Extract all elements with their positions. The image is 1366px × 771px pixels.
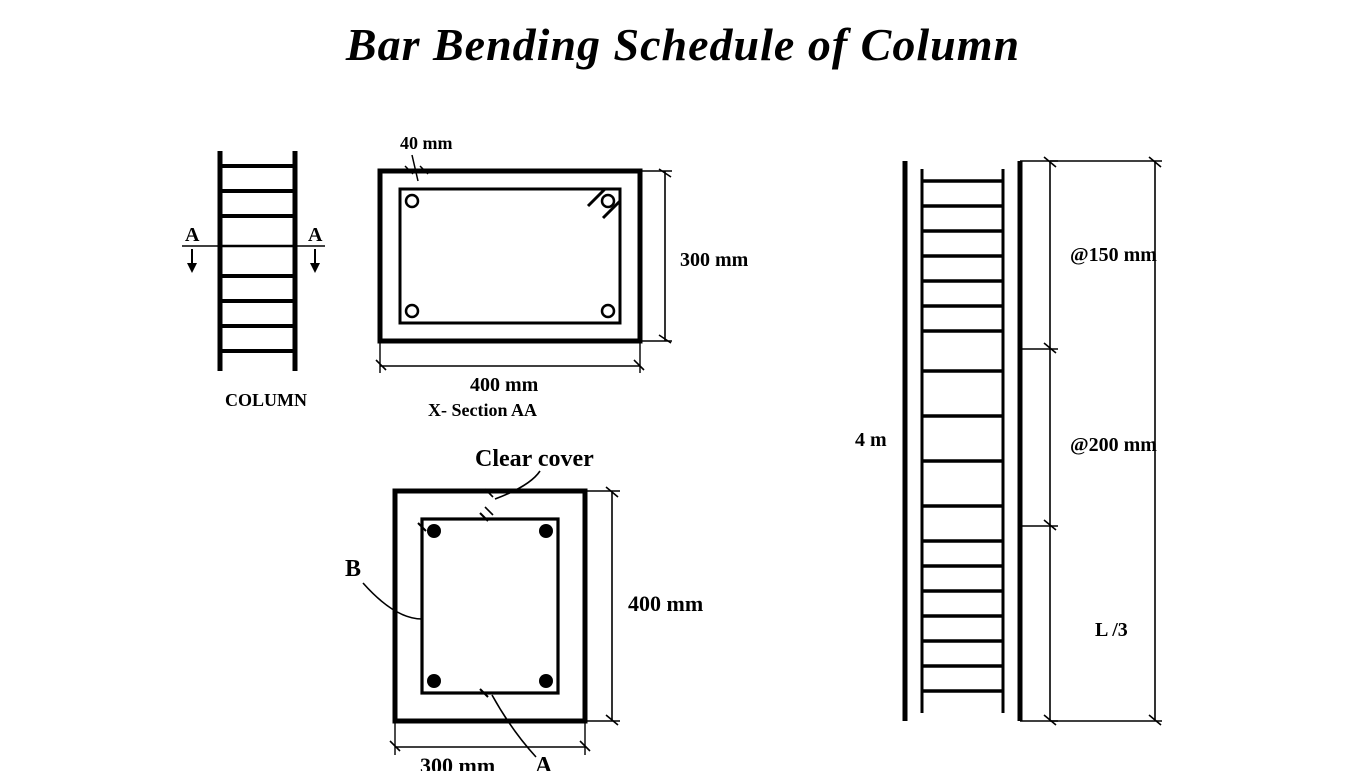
x-section-aa: 40 mm 300 mm 400 mm X- Section AA bbox=[376, 133, 749, 420]
stirrups-zone-top bbox=[922, 181, 1003, 331]
section-marker-a-left: A bbox=[185, 224, 200, 246]
dim-300mm-b: 300 mm bbox=[420, 753, 495, 771]
section-marker-a-right: A bbox=[308, 224, 323, 246]
letter-b: B bbox=[345, 556, 361, 582]
x-section-label: X- Section AA bbox=[428, 400, 537, 420]
column-elevation: @150 mm @200 mm L /3 4 m bbox=[855, 157, 1162, 725]
diagram-canvas: A A COLUMN 40 mm 300 mm bbox=[0, 71, 1366, 771]
spacing-200: @200 mm bbox=[1070, 434, 1157, 456]
stirrups-zone-mid bbox=[922, 371, 1003, 506]
dim-400mm: 400 mm bbox=[470, 374, 539, 396]
stirrups-zone-bottom bbox=[922, 541, 1003, 691]
column-ladder: A A COLUMN bbox=[182, 151, 325, 410]
clear-cover-label: Clear cover bbox=[475, 446, 594, 472]
height-4m: 4 m bbox=[855, 429, 887, 451]
column-label: COLUMN bbox=[225, 390, 307, 410]
dim-400mm-b: 400 mm bbox=[628, 591, 703, 616]
page-title: Bar Bending Schedule of Column bbox=[0, 0, 1366, 71]
section-clear-cover: Clear cover B A 400 mm bbox=[345, 446, 703, 771]
dim-300mm: 300 mm bbox=[680, 249, 749, 271]
spacing-150: @150 mm bbox=[1070, 244, 1157, 266]
l-over-3: L /3 bbox=[1095, 619, 1128, 641]
dim-40mm: 40 mm bbox=[400, 133, 453, 153]
letter-a: A bbox=[535, 753, 553, 771]
